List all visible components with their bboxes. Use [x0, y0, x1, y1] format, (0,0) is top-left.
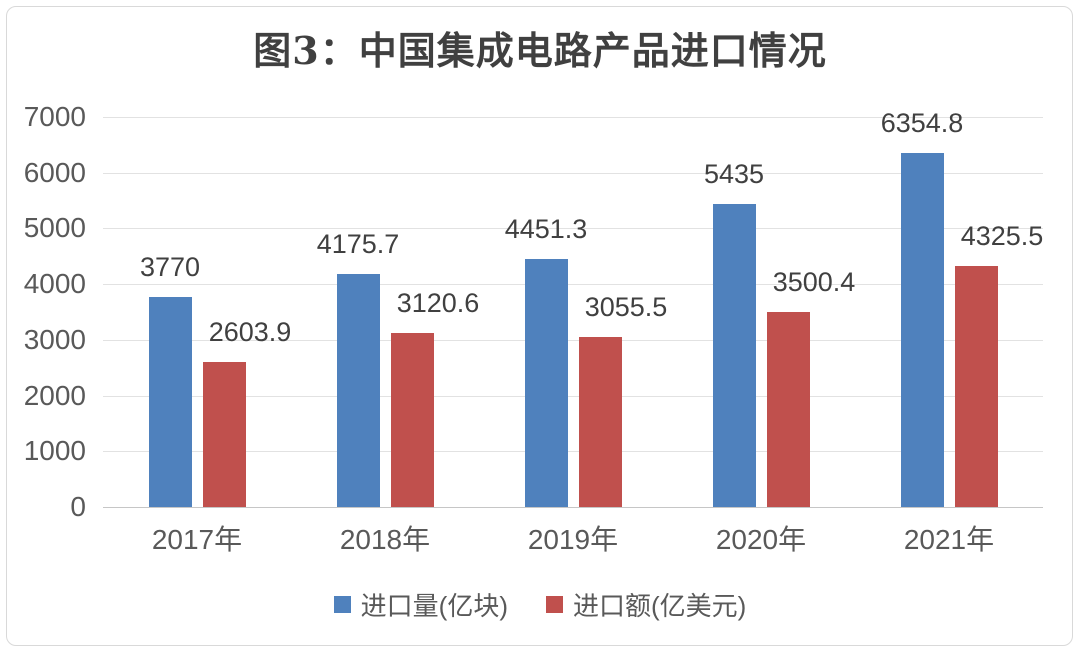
bar-value-label-import-value: 4325.5: [960, 221, 1044, 251]
y-tick-label: 2000: [23, 379, 86, 411]
bar-import-volume: [524, 258, 568, 507]
x-axis-label: 2019年: [527, 524, 619, 555]
x-axis-label: 2018年: [339, 524, 431, 555]
bar-import-volume: [148, 296, 192, 507]
bar-import-volume: [336, 274, 380, 507]
bar-value-label-import-volume: 5435: [703, 159, 765, 190]
legend-label-import-value: 进口额(亿美元): [573, 591, 747, 621]
gridline: [103, 117, 1043, 118]
y-tick-label: 1000: [23, 435, 86, 467]
legend-label-import-volume: 进口量(亿块): [360, 591, 508, 621]
y-tick-label: 6000: [23, 156, 86, 188]
gridline: [103, 451, 1043, 453]
bar-import-value: [390, 333, 434, 507]
bar-value-label-import-value: 3500.4: [772, 266, 856, 297]
bar-import-value: [578, 336, 622, 507]
bar-value-label-import-volume: 3770: [139, 251, 201, 282]
y-tick-label: 3000: [23, 323, 86, 355]
legend-item-import-value: 进口额(亿美元): [546, 586, 746, 623]
x-axis-label: 2020年: [715, 524, 807, 555]
legend-item-import-volume: 进口量(亿块): [333, 586, 508, 623]
gridline: [103, 339, 1043, 341]
legend-swatch-import-value: [546, 596, 563, 613]
bar-value-label-import-volume: 6354.8: [880, 107, 964, 138]
bar-import-value: [202, 361, 246, 507]
legend: 进口量(亿块) 进口额(亿美元): [0, 586, 1080, 623]
y-tick-label: 0: [70, 491, 86, 522]
y-tick-label: 5000: [23, 212, 86, 244]
gridline: [103, 507, 1043, 508]
gridline: [103, 172, 1043, 174]
bar-value-label-import-volume: 4175.7: [316, 229, 400, 260]
y-tick-label: 4000: [23, 268, 86, 300]
gridline: [103, 228, 1043, 230]
bar-value-label-import-volume: 4451.3: [504, 213, 588, 244]
bar-value-label-import-value: 3120.6: [396, 288, 480, 319]
bar-import-volume: [712, 204, 756, 507]
gridline: [103, 395, 1043, 397]
bar-import-value: [766, 311, 810, 507]
bar-value-label-import-value: 2603.9: [208, 316, 292, 347]
bar-value-label-import-value: 3055.5: [584, 291, 668, 322]
legend-swatch-import-volume: [333, 596, 351, 613]
x-axis-label: 2021年: [903, 524, 995, 555]
y-tick-label: 7000: [23, 101, 86, 132]
chart-title: 图3：中国集成电路产品进口情况: [253, 28, 827, 73]
bar-import-value: [954, 266, 998, 507]
bar-import-volume: [900, 152, 944, 507]
gridline: [103, 284, 1043, 286]
x-axis-label: 2017年: [151, 524, 243, 555]
